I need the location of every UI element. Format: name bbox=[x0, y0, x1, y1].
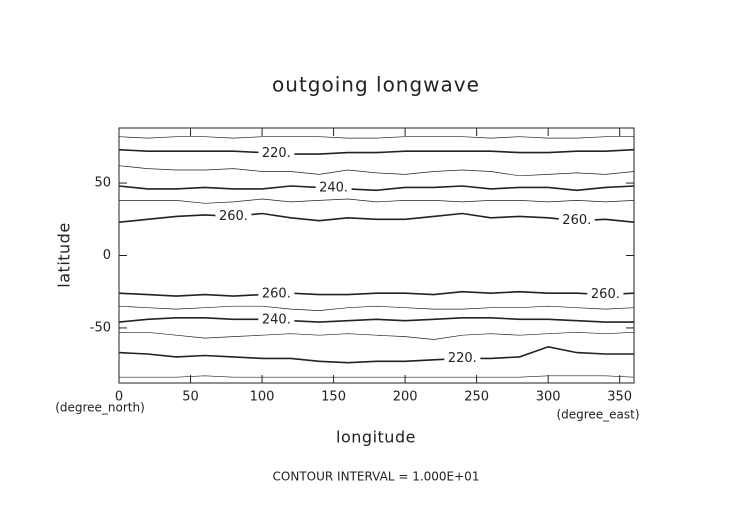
contour-line bbox=[118, 305, 635, 311]
contour-line bbox=[118, 136, 634, 139]
contour-label: 240. bbox=[319, 181, 348, 196]
x-tick-label: 250 bbox=[464, 390, 489, 405]
contour-label: 240. bbox=[262, 312, 291, 327]
x-tick-label: 350 bbox=[607, 390, 632, 405]
contour-label: 260. bbox=[562, 213, 591, 228]
contour-label-bg bbox=[258, 145, 295, 162]
plot-frame bbox=[118, 127, 635, 384]
x-tick-label: 100 bbox=[250, 390, 275, 405]
contour-line bbox=[118, 165, 635, 177]
y-tick-label: -50 bbox=[90, 320, 111, 335]
y-tick-label: 50 bbox=[94, 176, 111, 191]
footer: CONTOUR INTERVAL = 1.000E+01 bbox=[273, 470, 480, 484]
x-tick-label: 300 bbox=[536, 390, 561, 405]
contour-label-bg bbox=[315, 180, 352, 197]
contour-line bbox=[118, 212, 635, 223]
contour-line bbox=[119, 331, 635, 340]
y-axis-label: latitude bbox=[55, 222, 74, 287]
contour-label-bg bbox=[215, 208, 252, 225]
x-tick-label: 50 bbox=[182, 390, 199, 405]
contour-label: 260. bbox=[262, 286, 291, 301]
contour-label: 260. bbox=[591, 287, 620, 302]
y-tick-label: 0 bbox=[103, 248, 111, 263]
contour-label-bg bbox=[258, 285, 295, 302]
contour-label-bg bbox=[587, 286, 624, 303]
contour-label: 220. bbox=[448, 351, 477, 366]
contour-line bbox=[118, 185, 635, 192]
contour-line bbox=[118, 148, 635, 155]
contour-line bbox=[119, 375, 635, 378]
contour-line bbox=[119, 198, 635, 204]
contour-label-bg bbox=[258, 311, 295, 328]
contour-label: 220. bbox=[262, 146, 291, 161]
chart-title: outgoing longwave bbox=[272, 73, 480, 97]
x-tick-label: 0 bbox=[115, 390, 123, 405]
x-axis-label: longitude bbox=[336, 428, 416, 447]
x-tick-label: 150 bbox=[321, 390, 346, 405]
x-tick-label: 200 bbox=[393, 390, 418, 405]
contour-line bbox=[118, 317, 634, 323]
contour-line bbox=[118, 290, 635, 297]
y-unit: (degree_north) bbox=[55, 401, 145, 415]
contour-label-bg bbox=[558, 212, 595, 229]
x-unit: (degree_east) bbox=[556, 408, 639, 422]
contour-line bbox=[118, 345, 634, 364]
contour-label-bg bbox=[444, 350, 481, 367]
contour-label: 260. bbox=[219, 209, 248, 224]
